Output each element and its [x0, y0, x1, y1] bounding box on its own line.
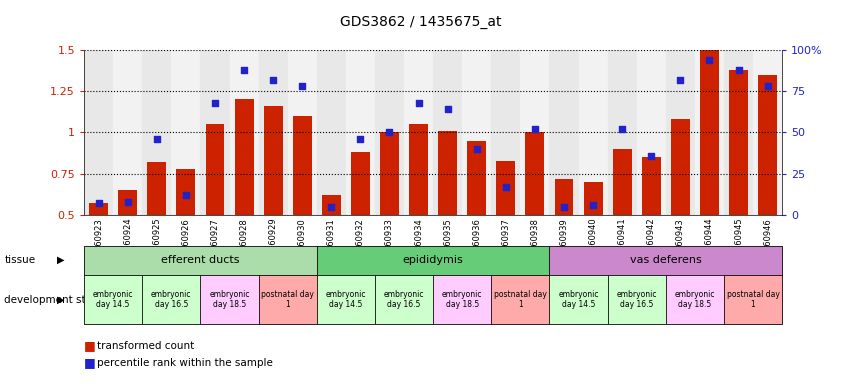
Bar [666, 50, 695, 215]
Bar [375, 50, 404, 215]
Text: GDS3862 / 1435675_at: GDS3862 / 1435675_at [340, 15, 501, 29]
Point [528, 126, 542, 132]
Bar [293, 116, 312, 215]
Point [354, 136, 368, 142]
Text: ▶: ▶ [57, 295, 64, 305]
Bar [172, 50, 200, 215]
Bar [700, 50, 719, 215]
Bar [142, 50, 172, 215]
Text: embryonic
day 16.5: embryonic day 16.5 [151, 290, 192, 309]
Text: development stage: development stage [4, 295, 105, 305]
Point [470, 146, 484, 152]
Bar [409, 124, 428, 215]
Bar [637, 50, 666, 215]
Bar [322, 195, 341, 215]
Point [121, 199, 135, 205]
Text: transformed count: transformed count [97, 341, 194, 351]
Text: embryonic
day 18.5: embryonic day 18.5 [209, 290, 250, 309]
Point [267, 76, 280, 83]
Text: ■: ■ [84, 339, 96, 352]
Bar [84, 50, 114, 215]
Point [732, 67, 745, 73]
Bar [758, 75, 777, 215]
Bar [351, 152, 370, 215]
Bar [521, 50, 549, 215]
Point [179, 192, 193, 198]
Bar [380, 132, 399, 215]
Text: postnatal day
1: postnatal day 1 [727, 290, 780, 309]
Bar [491, 50, 521, 215]
Text: embryonic
day 16.5: embryonic day 16.5 [616, 290, 657, 309]
Bar [729, 70, 748, 215]
Bar [200, 50, 230, 215]
Text: embryonic
day 18.5: embryonic day 18.5 [442, 290, 483, 309]
Text: embryonic
day 14.5: embryonic day 14.5 [93, 290, 134, 309]
Bar [526, 132, 544, 215]
Text: embryonic
day 16.5: embryonic day 16.5 [383, 290, 424, 309]
Text: vas deferens: vas deferens [630, 255, 701, 265]
Point [441, 106, 454, 113]
Bar [317, 50, 346, 215]
Bar [89, 204, 108, 215]
Point [92, 200, 105, 207]
Bar [642, 157, 661, 215]
Bar [119, 190, 137, 215]
Bar [468, 141, 486, 215]
Bar [554, 179, 574, 215]
Bar [579, 50, 607, 215]
Bar [264, 106, 283, 215]
Point [383, 129, 396, 136]
Bar [584, 182, 602, 215]
Bar [404, 50, 433, 215]
Point [209, 100, 222, 106]
Point [616, 126, 629, 132]
Bar [177, 169, 195, 215]
Text: tissue: tissue [4, 255, 35, 265]
Point [499, 184, 512, 190]
Text: ■: ■ [84, 356, 96, 369]
Bar [613, 149, 632, 215]
Text: embryonic
day 14.5: embryonic day 14.5 [558, 290, 599, 309]
Bar [438, 131, 458, 215]
Text: epididymis: epididymis [403, 255, 463, 265]
Point [703, 57, 717, 63]
Point [558, 204, 571, 210]
Bar [346, 50, 375, 215]
Text: ▶: ▶ [57, 255, 64, 265]
Text: postnatal day
1: postnatal day 1 [262, 290, 315, 309]
Point [644, 152, 658, 159]
Point [412, 100, 426, 106]
Text: percentile rank within the sample: percentile rank within the sample [97, 358, 272, 368]
Bar [235, 99, 253, 215]
Text: embryonic
day 18.5: embryonic day 18.5 [674, 290, 715, 309]
Text: embryonic
day 14.5: embryonic day 14.5 [325, 290, 366, 309]
Point [295, 83, 309, 89]
Bar [607, 50, 637, 215]
Bar [463, 50, 491, 215]
Bar [230, 50, 258, 215]
Bar [114, 50, 142, 215]
Point [674, 76, 687, 83]
Bar [205, 124, 225, 215]
Bar [753, 50, 782, 215]
Text: efferent ducts: efferent ducts [161, 255, 240, 265]
Bar [433, 50, 463, 215]
Bar [147, 162, 167, 215]
Bar [671, 119, 690, 215]
Bar [496, 161, 516, 215]
Point [150, 136, 163, 142]
Bar [288, 50, 317, 215]
Point [237, 67, 251, 73]
Point [761, 83, 775, 89]
Bar [695, 50, 724, 215]
Point [586, 202, 600, 208]
Point [325, 204, 338, 210]
Text: postnatal day
1: postnatal day 1 [494, 290, 547, 309]
Bar [258, 50, 288, 215]
Bar [724, 50, 753, 215]
Bar [549, 50, 579, 215]
